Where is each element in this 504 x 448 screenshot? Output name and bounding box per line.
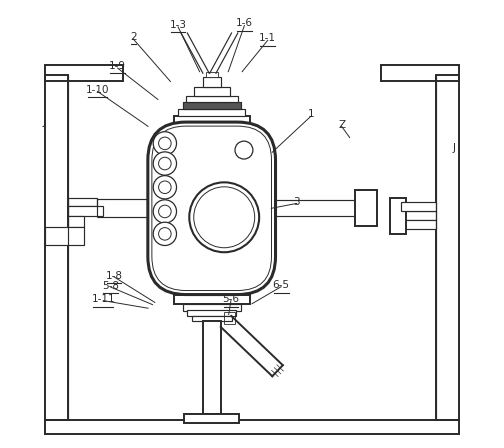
Bar — [224, 313, 235, 323]
Text: 1-1: 1-1 — [259, 33, 276, 43]
Bar — [401, 202, 435, 211]
Circle shape — [153, 132, 176, 155]
Text: 1-8: 1-8 — [105, 271, 122, 280]
Bar — [381, 65, 459, 81]
Circle shape — [153, 200, 176, 223]
Bar — [203, 77, 221, 87]
Text: 5-8: 5-8 — [102, 281, 119, 291]
Bar — [187, 310, 236, 316]
Circle shape — [153, 222, 176, 246]
Bar — [206, 72, 218, 77]
Text: 2: 2 — [130, 32, 137, 42]
Text: 1-6: 1-6 — [236, 18, 253, 28]
Bar — [194, 87, 230, 96]
Bar — [185, 96, 238, 102]
Text: J: J — [453, 143, 456, 153]
Bar — [173, 295, 250, 304]
Bar — [45, 75, 69, 420]
Bar — [192, 315, 232, 322]
Bar — [355, 190, 376, 226]
Bar — [69, 216, 84, 227]
Circle shape — [153, 176, 176, 199]
Bar — [203, 322, 221, 414]
FancyBboxPatch shape — [148, 122, 276, 295]
Bar — [45, 420, 459, 434]
Bar — [173, 116, 250, 125]
Circle shape — [190, 182, 259, 252]
Circle shape — [235, 141, 253, 159]
Bar — [69, 206, 103, 216]
Bar — [435, 75, 459, 420]
Text: Z: Z — [338, 121, 345, 130]
Text: 1-10: 1-10 — [86, 85, 109, 95]
Bar — [402, 220, 435, 229]
Text: 5-6: 5-6 — [222, 294, 239, 304]
Bar — [45, 227, 84, 245]
Text: 1-3: 1-3 — [169, 20, 186, 30]
Bar — [182, 102, 241, 108]
Bar — [45, 65, 123, 81]
Bar — [402, 211, 435, 220]
Text: 1: 1 — [308, 109, 314, 119]
Bar — [182, 304, 241, 311]
Text: J: J — [43, 117, 46, 127]
Circle shape — [153, 152, 176, 175]
Bar — [69, 198, 97, 206]
Bar — [178, 108, 245, 116]
Text: 1-11: 1-11 — [91, 294, 115, 304]
Bar — [390, 198, 406, 234]
Bar — [184, 414, 239, 423]
Text: 6-5: 6-5 — [273, 280, 290, 290]
Text: 3: 3 — [293, 198, 300, 207]
Text: 1-9: 1-9 — [109, 61, 126, 71]
